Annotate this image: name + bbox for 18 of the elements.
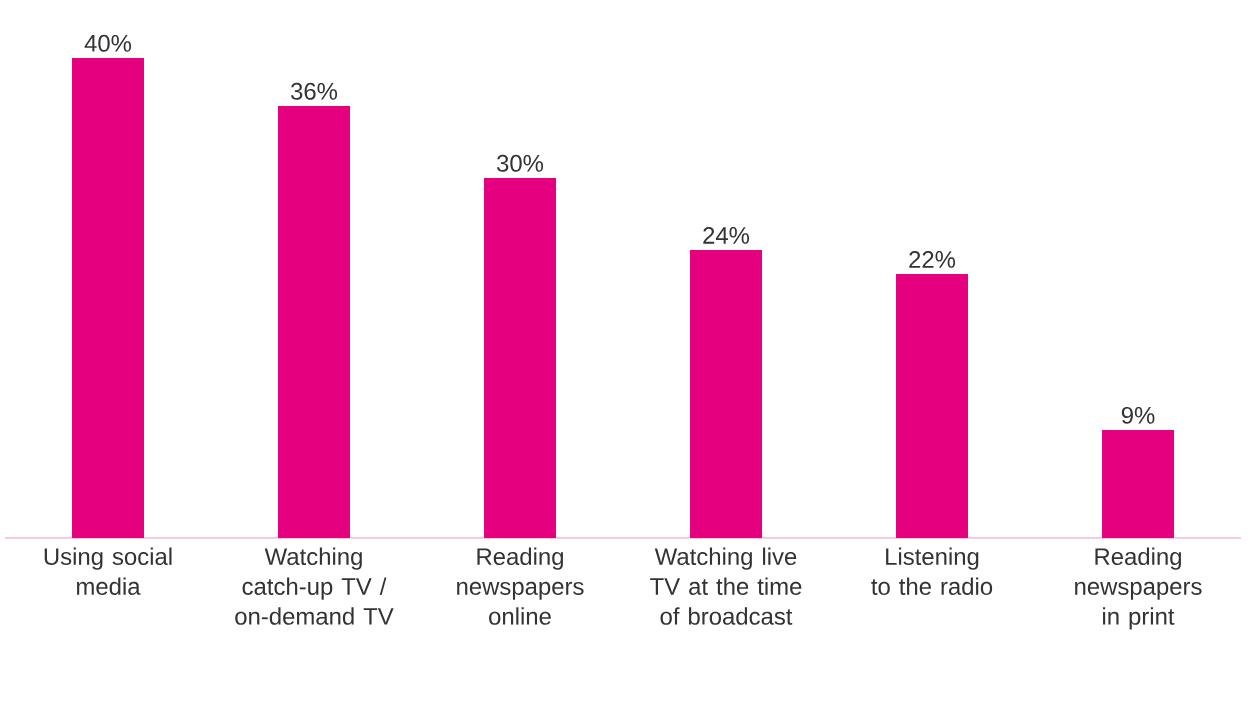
data-label: 40% [84,34,132,52]
x-tick-label: Listening to the radio [871,547,993,595]
x-tick-label: Reading newspapers online [457,547,584,625]
data-label: 24% [703,226,750,244]
bar [72,57,144,538]
x-tick-label: Reading newspapers in print [1075,547,1202,630]
x-tick-label: Watching catch-up TV / on-demand TV [235,547,394,625]
data-label: 30% [496,154,544,172]
x-tick-label: Watching live TV at the time of broadcast [650,547,802,625]
data-label: 22% [909,250,956,268]
bar [1102,430,1175,538]
bar [896,274,969,538]
bar [484,178,556,538]
bar [690,250,763,538]
x-tick-label: Using social media [44,547,172,595]
data-label: 9% [1121,406,1155,424]
bar [278,105,350,538]
data-label: 36% [290,82,338,100]
